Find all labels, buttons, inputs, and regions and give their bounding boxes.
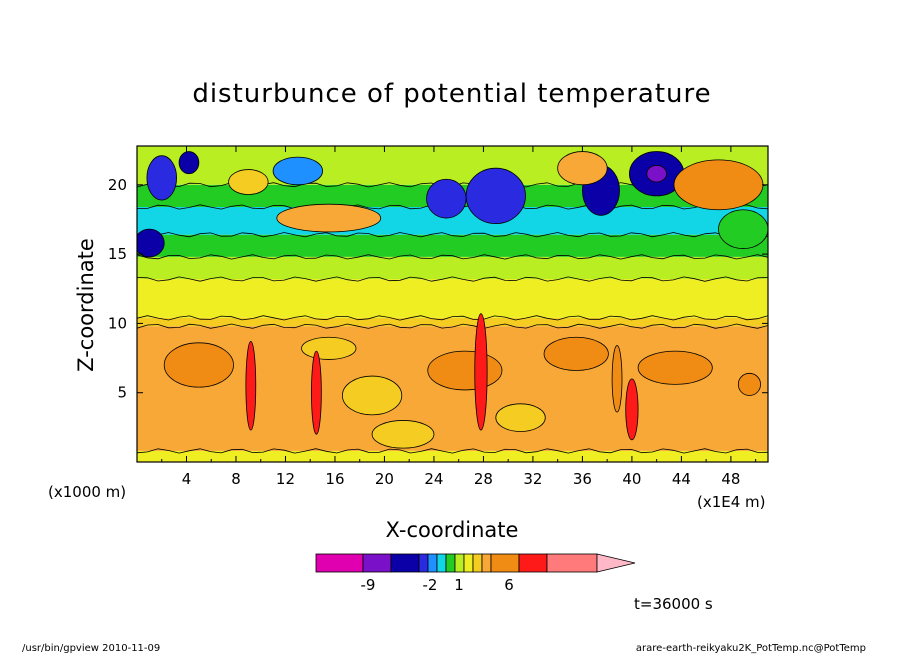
x-tick-label: 32 — [523, 470, 542, 488]
colorbar-arrow — [596, 553, 636, 573]
colorbar-segment — [454, 553, 465, 573]
x-tick-label: 12 — [276, 470, 295, 488]
x-tick-label: 8 — [231, 470, 241, 488]
temperature-anomaly — [311, 350, 322, 435]
colorbar-label: 1 — [454, 576, 464, 594]
temperature-anomaly — [276, 203, 382, 233]
x-tick-label: 28 — [474, 470, 493, 488]
y-tick-label: 10 — [108, 314, 127, 332]
y-tick-label: 5 — [117, 384, 127, 402]
temperature-band — [137, 279, 768, 318]
colorbar-segment — [472, 553, 483, 573]
colorbar-segment — [445, 553, 456, 573]
temperature-anomaly — [371, 420, 435, 449]
temperature-anomaly — [646, 165, 667, 183]
colorbar-segment — [418, 553, 429, 573]
chart-title: disturbunce of potential temperature — [192, 79, 711, 109]
footer-left: /usr/bin/gpview 2010-11-09 — [22, 643, 160, 654]
temperature-anomaly — [474, 313, 488, 431]
temperature-anomaly — [465, 167, 526, 225]
x-tick-label: 40 — [622, 470, 641, 488]
y-axis-label: Z-coordinate — [74, 238, 98, 372]
x-tick-label: 36 — [573, 470, 592, 488]
plot-frame — [136, 145, 769, 463]
temperature-anomaly — [737, 372, 761, 396]
temperature-band — [137, 234, 768, 257]
contour-line — [137, 232, 768, 238]
colorbar-segment — [315, 553, 364, 573]
temperature-anomaly — [495, 403, 546, 432]
colorbar-segment — [481, 553, 492, 573]
contour-line — [137, 315, 768, 321]
y-tick-label: 15 — [108, 245, 127, 263]
colorbar-segment — [518, 553, 548, 573]
colorbar-segment — [427, 553, 438, 573]
colorbar-segment — [490, 553, 520, 573]
x-tick-label: 16 — [325, 470, 344, 488]
x-tick-label: 24 — [424, 470, 443, 488]
contour-line — [137, 276, 768, 282]
colorbar-label: -2 — [423, 576, 438, 594]
colorbar-segment — [362, 553, 392, 573]
temperature-anomaly — [272, 156, 323, 186]
colorbar-label: -9 — [361, 576, 376, 594]
temperature-anomaly — [245, 341, 257, 431]
temperature-band — [137, 317, 768, 327]
x-axis-label: X-coordinate — [386, 518, 519, 542]
colorbar-segment — [546, 553, 598, 573]
temperature-anomaly — [427, 350, 503, 391]
temperature-anomaly — [673, 159, 764, 211]
temperature-anomaly — [228, 169, 269, 195]
temperature-anomaly — [178, 151, 200, 175]
x-tick-label: 4 — [182, 470, 192, 488]
colorbar-segment — [390, 553, 420, 573]
time-annotation: t=36000 s — [634, 595, 713, 613]
colorbar-segment — [463, 553, 474, 573]
temperature-anomaly — [611, 345, 623, 413]
x-unit-left: (x1000 m) — [48, 483, 126, 501]
temperature-anomaly — [543, 336, 609, 371]
plot-area — [137, 146, 768, 462]
temperature-anomaly — [301, 336, 357, 360]
temperature-anomaly — [625, 378, 639, 441]
temperature-anomaly — [637, 350, 713, 385]
colorbar-segment — [436, 553, 447, 573]
temperature-anomaly — [718, 209, 768, 249]
temperature-anomaly — [341, 375, 403, 416]
temperature-anomaly — [163, 342, 234, 388]
x-unit-right: (x1E4 m) — [697, 493, 766, 511]
colorbar: -9 -2 1 6 — [315, 553, 636, 594]
x-tick-label: 48 — [721, 470, 740, 488]
footer-right: arare-earth-reikyaku2K_PotTemp.nc@PotTem… — [636, 643, 866, 654]
x-tick-label: 20 — [375, 470, 394, 488]
temperature-anomaly — [146, 155, 177, 201]
temperature-anomaly — [137, 228, 165, 258]
x-tick-label: 44 — [672, 470, 691, 488]
contour-line — [137, 323, 768, 329]
temperature-band — [137, 450, 768, 462]
temperature-anomaly — [426, 178, 467, 219]
contour-line — [137, 448, 768, 454]
y-tick-label: 20 — [108, 176, 127, 194]
colorbar-label: 6 — [504, 576, 514, 594]
temperature-band — [137, 256, 768, 280]
temperature-anomaly — [557, 151, 608, 186]
contour-line — [137, 254, 768, 260]
